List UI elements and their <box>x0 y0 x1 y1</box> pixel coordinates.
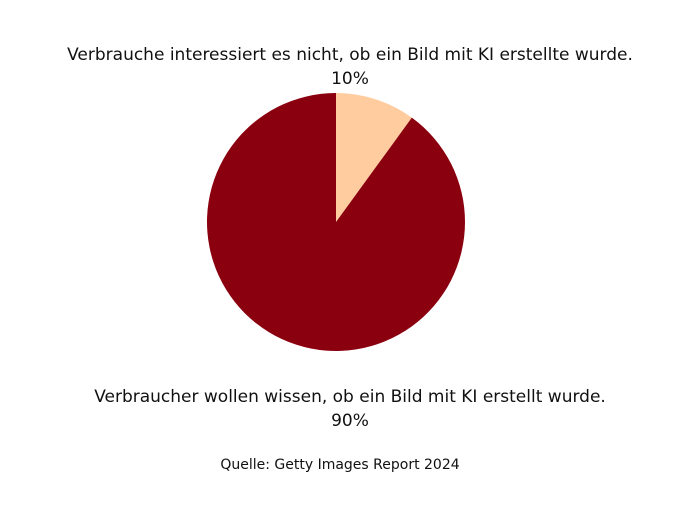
slice-label-small: Verbrauche interessiert es nicht, ob ein… <box>0 43 700 91</box>
pie-slice-0 <box>336 93 412 222</box>
slice-label-large: Verbraucher wollen wissen, ob ein Bild m… <box>0 385 700 433</box>
slice-label-small-percent: 10% <box>331 69 369 89</box>
slice-label-large-percent: 90% <box>331 411 369 431</box>
pie-slice-1 <box>207 93 466 351</box>
slice-label-small-text: Verbrauche interessiert es nicht, ob ein… <box>67 45 633 65</box>
source-note: Quelle: Getty Images Report 2024 <box>220 457 460 473</box>
slice-label-large-text: Verbraucher wollen wissen, ob ein Bild m… <box>94 387 606 407</box>
